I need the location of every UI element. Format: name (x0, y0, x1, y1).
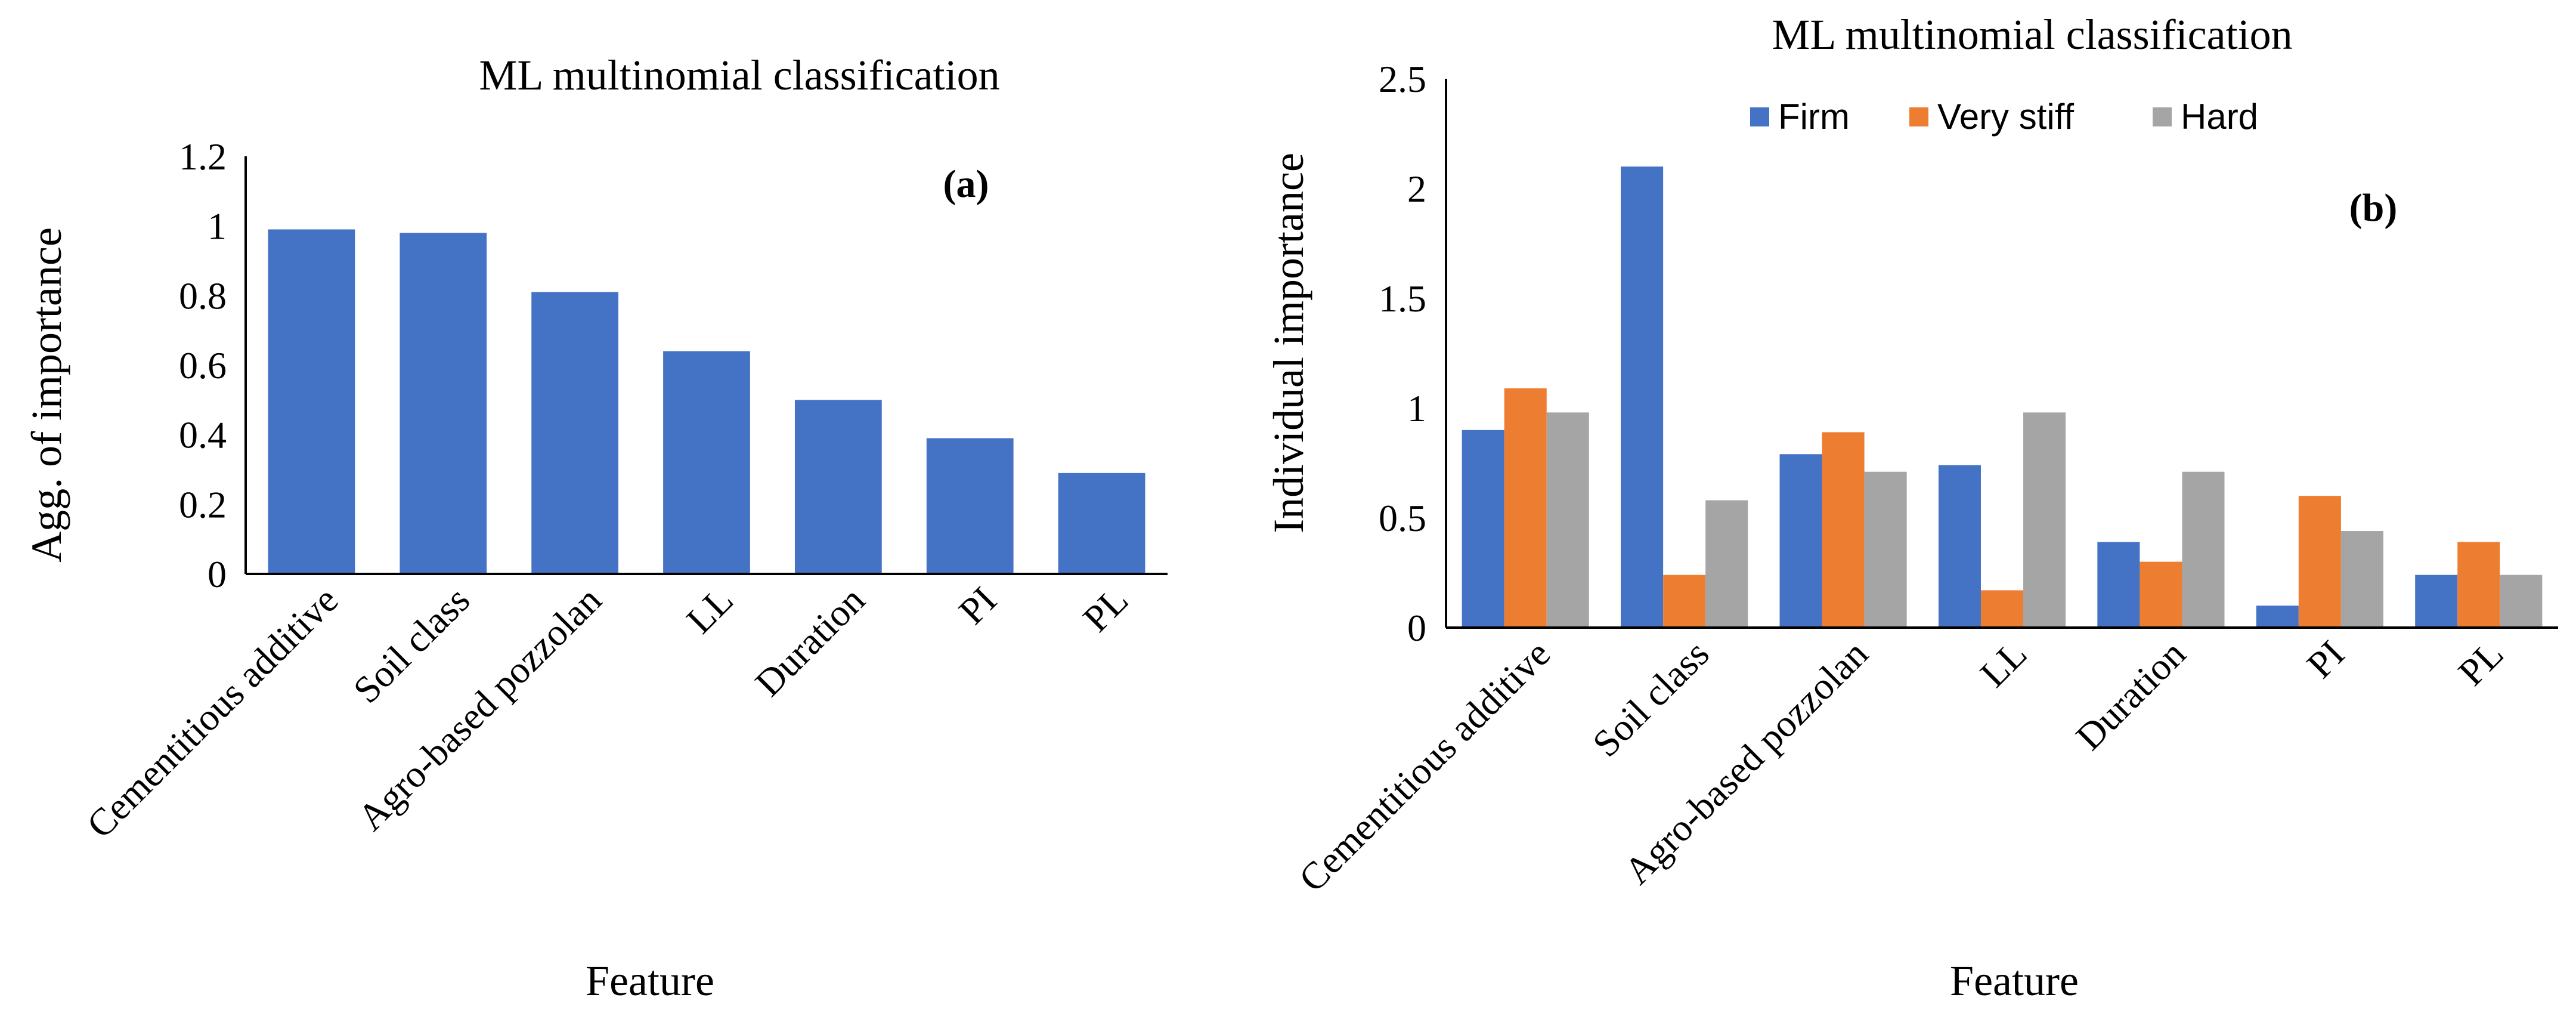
chart-a-category-label: Agro-based pozzolan (349, 579, 609, 839)
chart-b-bar-very-stiff (2298, 496, 2341, 628)
chart-a-y-axis-title: Agg. of importance (23, 227, 70, 563)
chart-a-y-tick-label: 0.8 (179, 274, 227, 317)
chart-b-bar-firm (1779, 454, 1822, 628)
legend-swatch-hard (2153, 107, 2172, 126)
chart-b-title: ML multinomial classification (1772, 11, 2292, 58)
chart-b-category-label: PL (2450, 632, 2512, 694)
chart-a-panel-label: (a) (943, 162, 989, 206)
chart-a-category-label: PL (1075, 579, 1136, 640)
chart-a-category-label: Duration (747, 579, 873, 705)
chart-a-y-tick-label: 0.6 (179, 344, 227, 387)
chart-b-bar-firm (2415, 575, 2458, 628)
chart-a-bar-aggregate (400, 233, 487, 574)
chart-panel-a: ML multinomial classification (a) Agg. o… (23, 51, 1168, 1005)
chart-b-category-labels: Cementitious additive Soil class Agro-ba… (1290, 632, 2511, 900)
chart-a-bar-aggregate (663, 351, 750, 574)
chart-a-x-axis-title: Feature (586, 957, 714, 1005)
chart-b-bar-firm (1621, 166, 1664, 628)
chart-b-y-tick-label: 0 (1407, 607, 1426, 649)
legend-swatch-very-stiff (1909, 107, 1928, 126)
chart-b-category-label: PI (2299, 632, 2352, 686)
chart-b-panel-label: (b) (2349, 186, 2398, 230)
chart-a-y-tick-label: 1 (208, 205, 227, 248)
chart-a-y-tick-label: 1.2 (179, 135, 227, 178)
chart-b-bar-hard (1864, 471, 1907, 628)
chart-a-bar-aggregate (926, 438, 1014, 574)
chart-a-y-tick-label: 0.2 (179, 483, 227, 526)
chart-b-category-label: LL (1972, 632, 2035, 695)
chart-b-bar-hard (2500, 575, 2543, 628)
chart-a-title: ML multinomial classification (479, 51, 999, 99)
chart-b-legend: Firm Very stiff Hard (1750, 97, 2258, 137)
chart-b-bar-very-stiff (1822, 432, 1865, 628)
chart-b-bar-very-stiff (1663, 575, 1706, 628)
chart-b-bar-very-stiff (1504, 388, 1547, 628)
chart-b-y-tick-label: 0.5 (1379, 497, 1426, 539)
chart-b-bar-firm (2097, 542, 2140, 628)
chart-a-y-ticks: 0 0.2 0.4 0.6 0.8 1 1.2 (179, 135, 227, 595)
chart-a-category-label: Soil class (345, 579, 478, 711)
chart-b-bar-very-stiff (2140, 561, 2182, 628)
chart-b-y-tick-label: 2.5 (1379, 58, 1426, 100)
chart-b-bar-very-stiff (2457, 542, 2500, 628)
chart-b-y-tick-label: 2 (1407, 168, 1426, 210)
legend-label-firm: Firm (1778, 97, 1850, 137)
chart-a-category-label: LL (678, 579, 741, 641)
chart-a-y-tick-label: 0.4 (179, 414, 227, 456)
chart-b-y-axis-title: Individual importance (1265, 153, 1312, 533)
chart-a-bar-aggregate (1058, 472, 1145, 574)
chart-b-bar-very-stiff (1980, 590, 2024, 628)
chart-a-bar-aggregate (531, 292, 619, 574)
chart-b-y-ticks: 0 0.5 1 1.5 2 2.5 (1379, 58, 1426, 649)
chart-a-bar-aggregate (268, 229, 355, 574)
chart-b-bar-firm (1462, 430, 1504, 628)
chart-b-bar-firm (2256, 606, 2299, 628)
chart-a-y-tick-label: 0 (208, 553, 227, 595)
chart-panel-b: ML multinomial classification (b) Indivi… (1265, 11, 2558, 1005)
legend-label-hard: Hard (2181, 97, 2258, 137)
chart-a-category-label: Cementitious additive (79, 579, 346, 847)
chart-a-bar-aggregate (794, 400, 882, 574)
chart-b-category-label: Soil class (1584, 632, 1717, 765)
chart-a-bars (268, 229, 1145, 574)
chart-b-category-label: Cementitious additive (1290, 632, 1558, 900)
legend-label-very-stiff: Very stiff (1937, 97, 2074, 137)
chart-b-x-axis-title: Feature (1950, 957, 2079, 1005)
chart-b-bar-hard (2340, 531, 2383, 628)
chart-b-bars (1462, 166, 2543, 628)
chart-b-y-tick-label: 1 (1407, 387, 1426, 430)
chart-b-bar-hard (2023, 412, 2066, 628)
chart-b-bar-firm (1938, 465, 1981, 628)
chart-b-y-tick-label: 1.5 (1379, 277, 1426, 320)
chart-b-bar-hard (1705, 500, 1748, 628)
chart-a-category-labels: Cementitious additive Soil class Agro-ba… (79, 579, 1137, 847)
legend-swatch-firm (1750, 107, 1769, 126)
chart-b-bar-hard (1546, 412, 1589, 628)
chart-b-category-label: Duration (2068, 632, 2194, 758)
chart-b-bar-hard (2182, 471, 2225, 628)
chart-a-category-label: PI (950, 579, 1004, 632)
